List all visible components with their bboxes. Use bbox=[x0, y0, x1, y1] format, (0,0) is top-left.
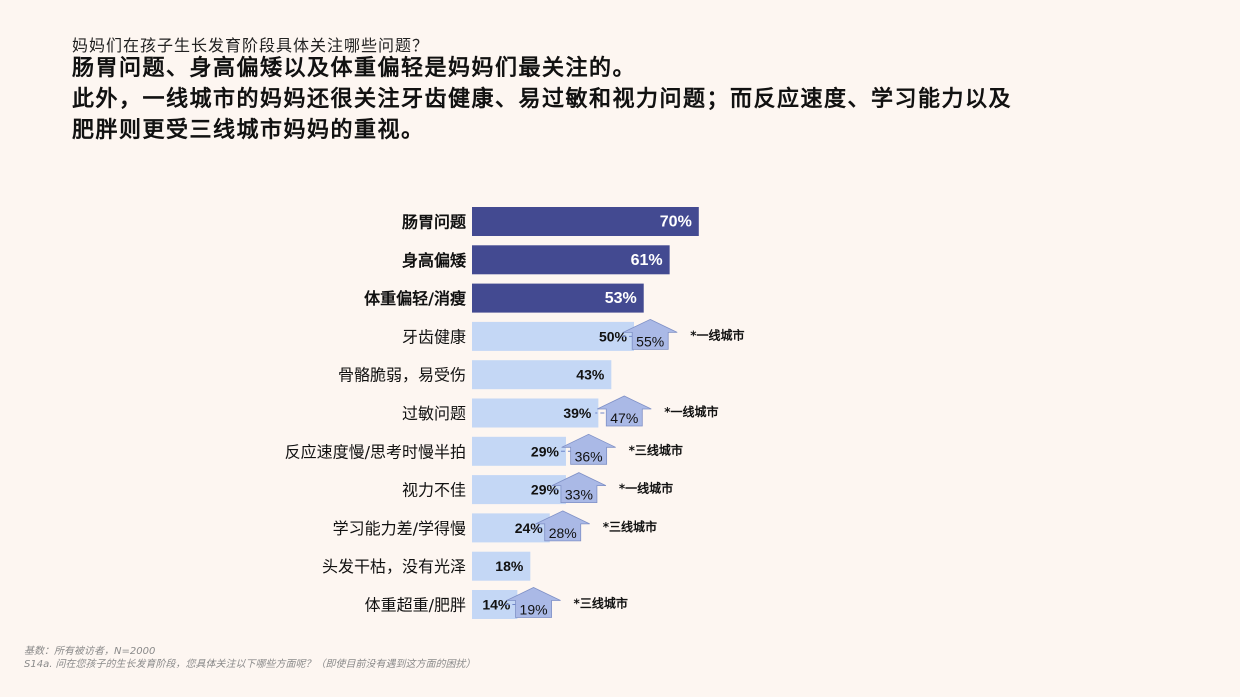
headline-line-2: 此外，一线城市的妈妈还很关注牙齿健康、易过敏和视力问题；而反应速度、学习能力以及 bbox=[72, 87, 1013, 112]
bar bbox=[472, 436, 566, 466]
annotation-value: 36% bbox=[575, 448, 603, 464]
up-arrow-icon bbox=[506, 587, 561, 618]
category-label: 学习能力差/学得慢 bbox=[333, 519, 466, 538]
headline-line-3: 肥胖则更受三线城市妈妈的重视。 bbox=[72, 118, 425, 143]
bar bbox=[472, 283, 644, 313]
category-label: 肠胃问题 bbox=[402, 213, 467, 232]
annotation-tag: *一线城市 bbox=[664, 404, 718, 419]
value-label: 53% bbox=[605, 290, 637, 307]
category-label: 牙齿健康 bbox=[402, 327, 466, 346]
bar bbox=[472, 551, 531, 581]
category-label: 骨骼脆弱，易受伤 bbox=[338, 366, 466, 385]
category-label: 身高偏矮 bbox=[402, 251, 467, 270]
bar bbox=[472, 321, 634, 351]
bar bbox=[472, 360, 612, 390]
bar bbox=[472, 207, 699, 236]
footnote-question: S14a. 问在您孩子的生长发育阶段，您具体关注以下哪些方面呢？（即使目前没有遇… bbox=[24, 659, 476, 670]
headline-line-1: 肠胃问题、身高偏矮以及体重偏轻是妈妈们最关注的。 bbox=[72, 56, 637, 81]
bar bbox=[472, 590, 518, 619]
category-label: 反应速度慢/思考时慢半拍 bbox=[285, 442, 466, 461]
category-label: 头发干枯，没有光泽 bbox=[322, 557, 466, 576]
annotation-value: 55% bbox=[636, 333, 664, 349]
annotation-tag: *一线城市 bbox=[619, 481, 673, 496]
value-label: 29% bbox=[531, 443, 560, 459]
category-label: 体重超重/肥胖 bbox=[365, 596, 466, 615]
category-label: 视力不佳 bbox=[402, 481, 466, 500]
value-label: 14% bbox=[482, 597, 511, 613]
category-label: 体重偏轻/消瘦 bbox=[364, 289, 466, 308]
value-label: 61% bbox=[631, 252, 663, 269]
value-label: 50% bbox=[599, 328, 628, 344]
annotation-tag: *三线城市 bbox=[603, 519, 657, 534]
up-arrow-icon bbox=[551, 472, 607, 504]
annotation-value: 33% bbox=[565, 487, 593, 503]
annotation-tag: *三线城市 bbox=[574, 596, 628, 611]
value-label: 43% bbox=[576, 367, 605, 383]
value-label: 18% bbox=[495, 558, 524, 574]
up-arrow-icon bbox=[535, 510, 590, 542]
bar bbox=[472, 513, 550, 543]
annotation-tag: *一线城市 bbox=[690, 327, 744, 342]
value-label: 39% bbox=[563, 405, 592, 421]
up-arrow-icon bbox=[623, 318, 678, 350]
up-arrow-icon bbox=[561, 433, 616, 465]
annotation-value: 19% bbox=[520, 602, 548, 618]
up-arrow-icon bbox=[597, 395, 652, 427]
annotation-value: 28% bbox=[549, 525, 577, 541]
annotation-value: 47% bbox=[610, 410, 638, 426]
annotation-tag: *三线城市 bbox=[629, 442, 683, 457]
question-text: 妈妈们在孩子生长发育阶段具体关注哪些问题？ bbox=[72, 36, 430, 55]
bar bbox=[472, 245, 670, 275]
category-label: 过敏问题 bbox=[402, 404, 466, 423]
value-label: 70% bbox=[660, 214, 692, 231]
bar bbox=[472, 398, 599, 428]
headline: 肠胃问题、身高偏矮以及体重偏轻是妈妈们最关注的。 此外，一线城市的妈妈还很关注牙… bbox=[72, 53, 1192, 146]
footnote-base: 基数：所有被访者，N=2000 bbox=[24, 646, 156, 657]
